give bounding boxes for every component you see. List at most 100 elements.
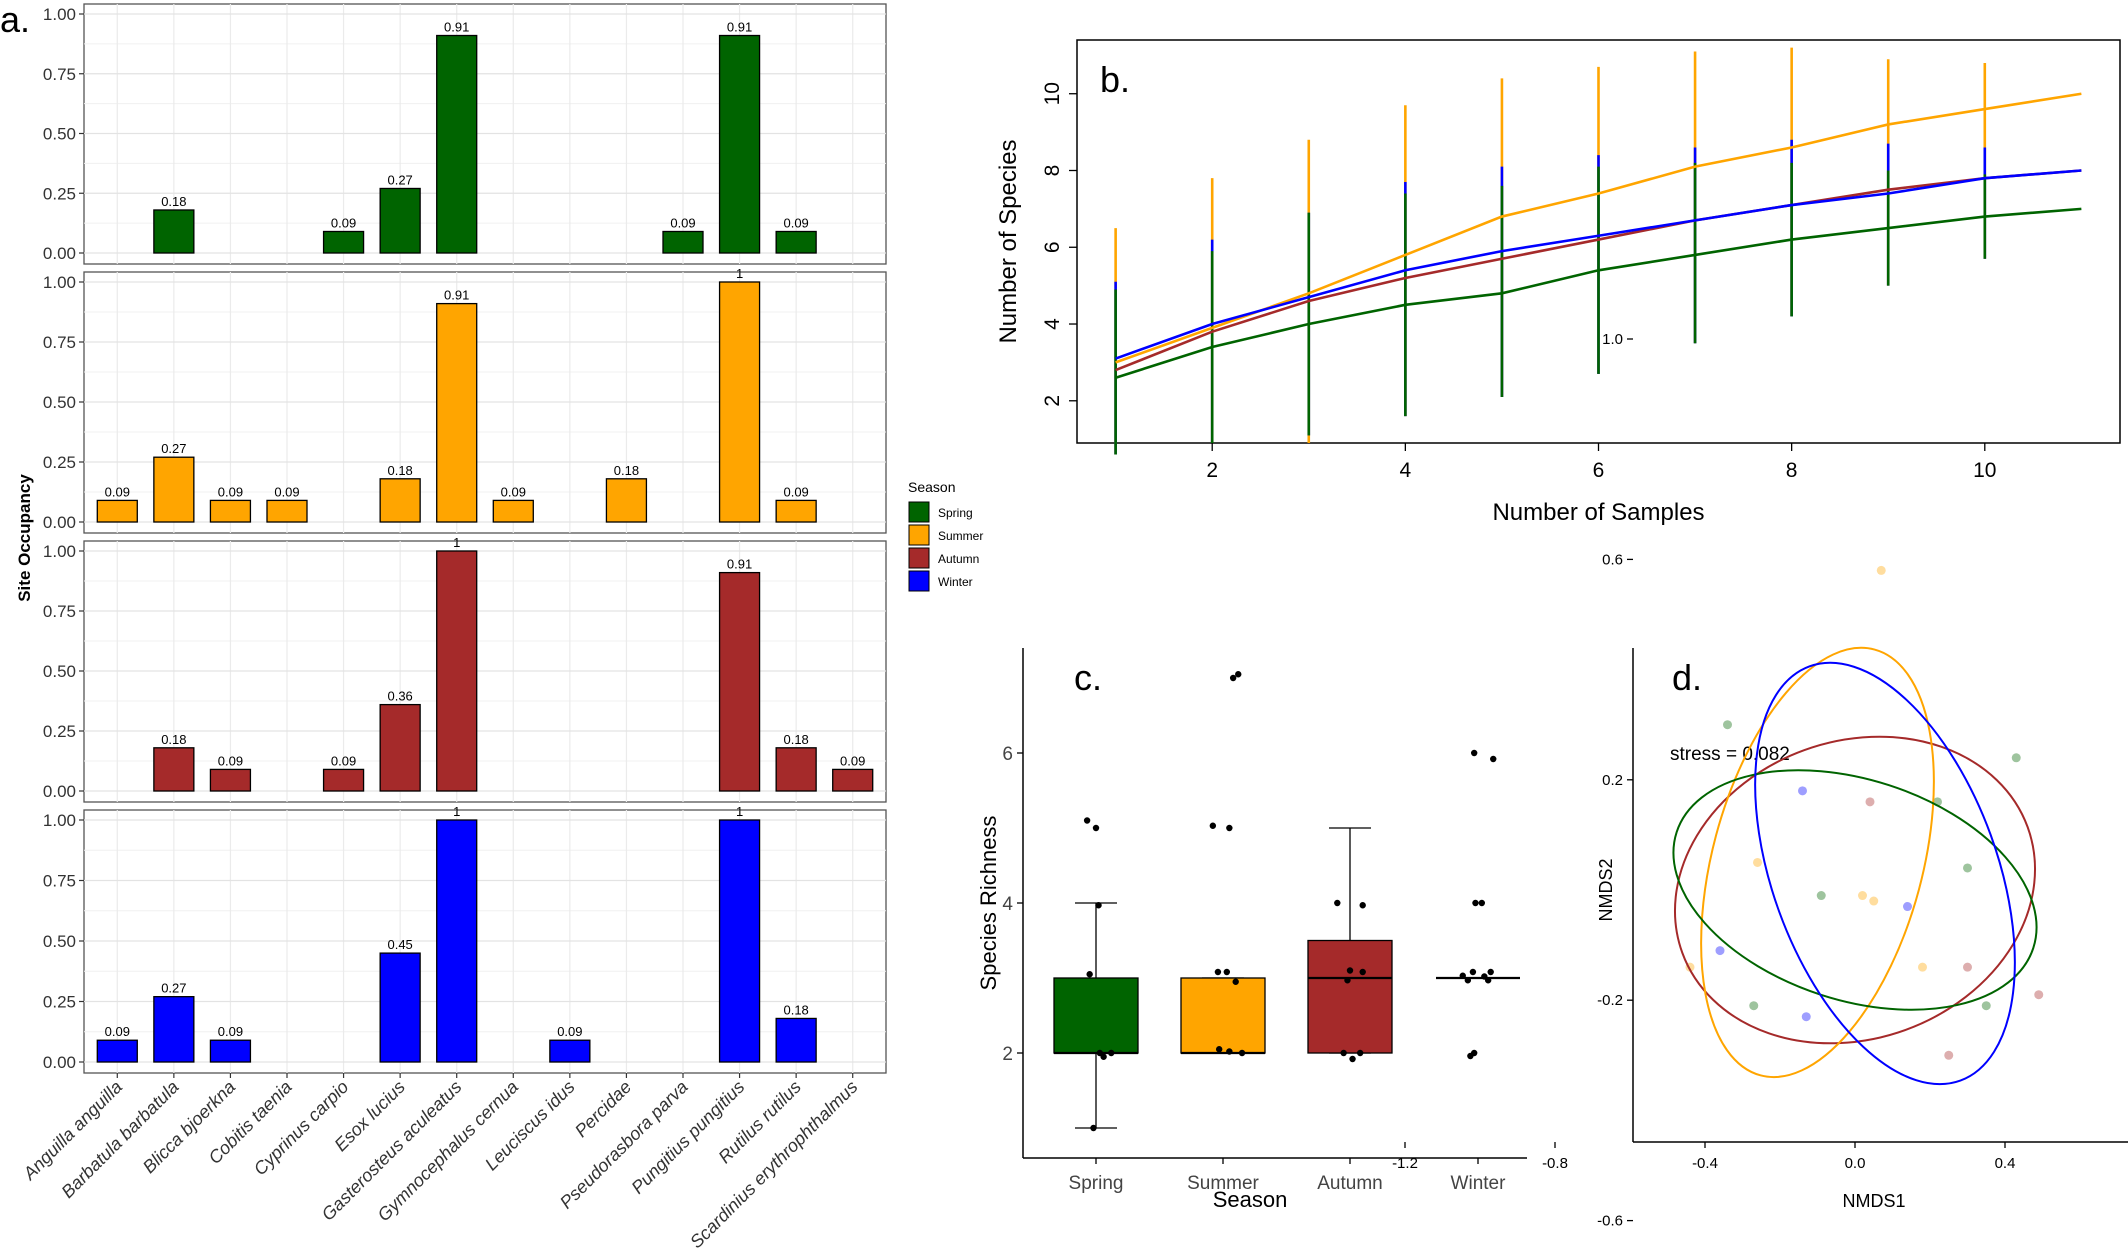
y-tick-label: 0.50 [43, 662, 76, 681]
legend-swatch-autumn [908, 547, 930, 569]
jitter-point [1467, 1052, 1474, 1060]
bar-spring [662, 230, 704, 254]
y-axis-title: Number of Species [995, 139, 1022, 343]
x-tick-label: -0.8 [1542, 1155, 1568, 1172]
y-tick-label: 0.00 [43, 513, 76, 532]
bar-autumn [832, 768, 874, 792]
bar-spring [775, 230, 817, 254]
bar-winter [436, 819, 478, 1063]
bar-winter [718, 819, 761, 1063]
y-tick-label: -0.6 [1597, 1213, 1623, 1230]
y-axis-title: NMDS2 [1596, 858, 1616, 921]
x-tick-label: 0.4 [1995, 1155, 2016, 1172]
site-point-summer [1918, 962, 1927, 972]
box-autumn [1307, 939, 1393, 1054]
bar-data-label: 1 [736, 266, 743, 281]
jitter-point [1340, 1049, 1347, 1057]
ellipse-spring [1672, 769, 2038, 1011]
bar-data-label: 1 [453, 535, 460, 550]
bar-data-label: 0.09 [274, 484, 299, 499]
bar-summer [718, 281, 761, 523]
x-tick-label: 4 [1400, 459, 1412, 482]
bar-autumn [775, 747, 817, 792]
jitter-point [1359, 968, 1366, 976]
site-point-winter [1715, 946, 1725, 956]
jitter-point [1459, 972, 1466, 979]
x-tick-label: Winter [1451, 1173, 1507, 1194]
x-axis-title: Season [1213, 1187, 1288, 1212]
bar-summer [605, 478, 648, 523]
jitter-point [1235, 671, 1242, 678]
y-tick-label: 0.75 [43, 872, 76, 891]
y-tick-label: 0.75 [43, 65, 76, 84]
x-category-label: Anguilla anguilla [19, 1077, 127, 1185]
x-tick-label: -0.4 [1692, 1155, 1718, 1172]
jitter-point [1359, 902, 1366, 909]
bar-data-label: 0.91 [444, 288, 469, 303]
bar-spring [153, 209, 195, 254]
y-tick-label: 1.0 [1602, 331, 1623, 348]
y-tick-label: -0.2 [1597, 992, 1623, 1009]
bar-data-label: 0.18 [783, 732, 808, 747]
ellipse-winter [1754, 661, 2016, 1086]
jitter-point [1464, 977, 1472, 984]
site-point-winter [1798, 786, 1807, 796]
bar-summer [209, 499, 252, 523]
jitter-point [1232, 978, 1239, 985]
panel-d-nmds-ordination: d.-1.2-0.8-0.40.00.40.8-0.6-0.20.20.61.0… [1392, 331, 2128, 1230]
jitter-point [1090, 1124, 1097, 1132]
jitter-point [1344, 977, 1351, 984]
bar-winter [549, 1039, 591, 1063]
bar-spring [379, 187, 421, 254]
jitter-point [1346, 967, 1354, 974]
y-tick-label: 0.25 [43, 453, 76, 472]
site-point-summer [1869, 896, 1879, 906]
curve-autumn [1115, 169, 2082, 372]
jitter-point [1092, 824, 1100, 832]
bar-autumn [718, 571, 761, 792]
y-tick-label: 0.25 [43, 722, 76, 741]
legend-swatch-winter [908, 570, 930, 592]
bar-data-label: 0.09 [218, 1024, 243, 1039]
curve-winter [1115, 169, 2082, 360]
site-point-spring [1816, 891, 1826, 901]
jitter-point [1100, 1053, 1107, 1060]
jitter-point [1472, 899, 1479, 907]
y-tick-label: 0.00 [43, 244, 76, 263]
bar-data-label: 0.09 [557, 1024, 582, 1039]
x-tick-label: 2 [1206, 459, 1218, 482]
y-tick-label: 6 [1002, 744, 1013, 765]
bar-data-label: 0.09 [501, 484, 526, 499]
site-point-autumn [2034, 990, 2044, 1000]
bar-winter [379, 952, 421, 1063]
site-point-autumn [1944, 1050, 1954, 1060]
bar-data-label: 0.09 [218, 484, 243, 499]
bar-data-label: 1 [453, 804, 460, 819]
site-point-autumn [1865, 797, 1875, 807]
site-point-spring [2011, 753, 2021, 763]
site-point-spring [1981, 1001, 1991, 1011]
bar-spring [436, 34, 478, 254]
panel-label-d: d. [1672, 657, 1702, 698]
jitter-point [1214, 968, 1222, 976]
panel-b-accumulation-curves: b. 2 4 6 8 10 2 4 6 8 10 Number of Samples Number of… [995, 39, 2121, 526]
y-axis-title: Site Occupancy [15, 474, 34, 602]
x-tick-label: 10 [1973, 459, 1996, 482]
bar-autumn [436, 550, 478, 792]
y-tick-label: 2 [1002, 1044, 1013, 1065]
jitter-point [1478, 899, 1486, 907]
jitter-point [1223, 968, 1231, 976]
y-tick-label: 1.00 [43, 811, 76, 830]
legend-swatch-summer [908, 524, 930, 546]
jitter-point [1226, 1048, 1233, 1055]
bar-summer [96, 499, 138, 523]
y-tick-label: 0.50 [43, 393, 76, 412]
jitter-point [1209, 822, 1217, 829]
panel-a-site-occupancy: a. 0.00 0.25 0.50 0.75 1.00 0.18 0.09 0.27 0.91 0.… [0, 0, 887, 1252]
jitter-point [1108, 1049, 1115, 1057]
bar-data-label: 0.09 [783, 484, 808, 499]
bar-data-label: 0.09 [105, 1024, 130, 1039]
x-axis-title: Number of Samples [1492, 499, 1704, 526]
bar-summer [266, 499, 308, 523]
